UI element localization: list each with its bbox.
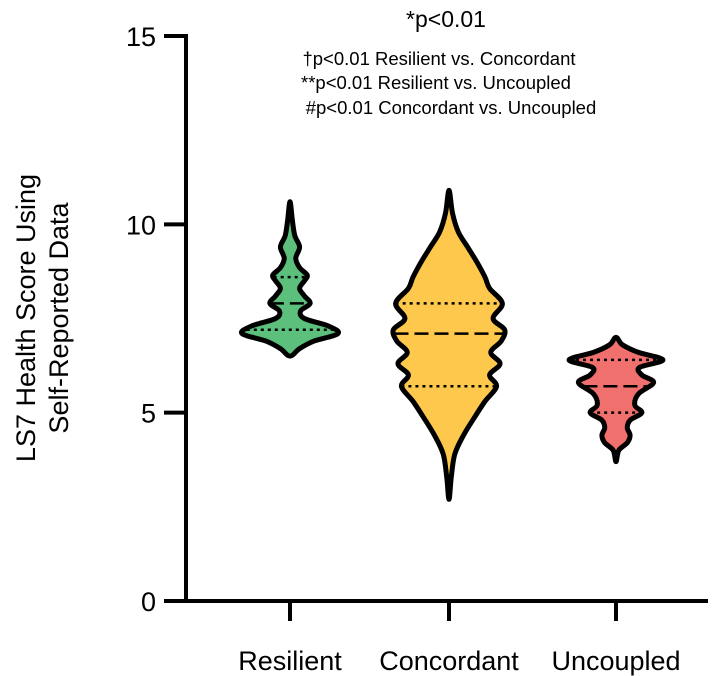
- violins: [238, 187, 666, 502]
- chart-title: *p<0.01: [406, 6, 486, 32]
- x-tick-label-concordant: Concordant: [379, 646, 519, 676]
- y-tick-label: 10: [126, 210, 156, 240]
- y-axis-title-line2: Self-Reported Data: [44, 201, 74, 433]
- y-axis-title-line1: LS7 Health Score Using: [11, 174, 41, 462]
- violin-concordant: [390, 187, 508, 502]
- annotation-concordant-vs-uncoupled: #p<0.01 Concordant vs. Uncoupled: [306, 97, 597, 118]
- x-ticks: Resilient Concordant Uncoupled: [238, 601, 681, 676]
- violin-resilient: [238, 199, 342, 359]
- violin-body-concordant: [390, 187, 508, 502]
- annotation-resilient-vs-concordant: †p<0.01 Resilient vs. Concordant: [302, 48, 575, 69]
- y-tick-label: 15: [126, 22, 156, 52]
- y-axis-title: LS7 Health Score Using Self-Reported Dat…: [11, 174, 74, 462]
- annotation-resilient-vs-uncoupled: **p<0.01 Resilient vs. Uncoupled: [301, 72, 571, 93]
- violin-body-uncoupled: [566, 334, 666, 465]
- y-tick-label: 0: [141, 587, 156, 617]
- x-tick-label-resilient: Resilient: [238, 646, 342, 676]
- violin-uncoupled: [566, 334, 666, 465]
- x-tick-label-uncoupled: Uncoupled: [551, 646, 680, 676]
- violin-body-resilient: [238, 199, 342, 359]
- y-ticks: 0 5 10 15: [126, 22, 186, 617]
- y-tick-label: 5: [141, 399, 156, 429]
